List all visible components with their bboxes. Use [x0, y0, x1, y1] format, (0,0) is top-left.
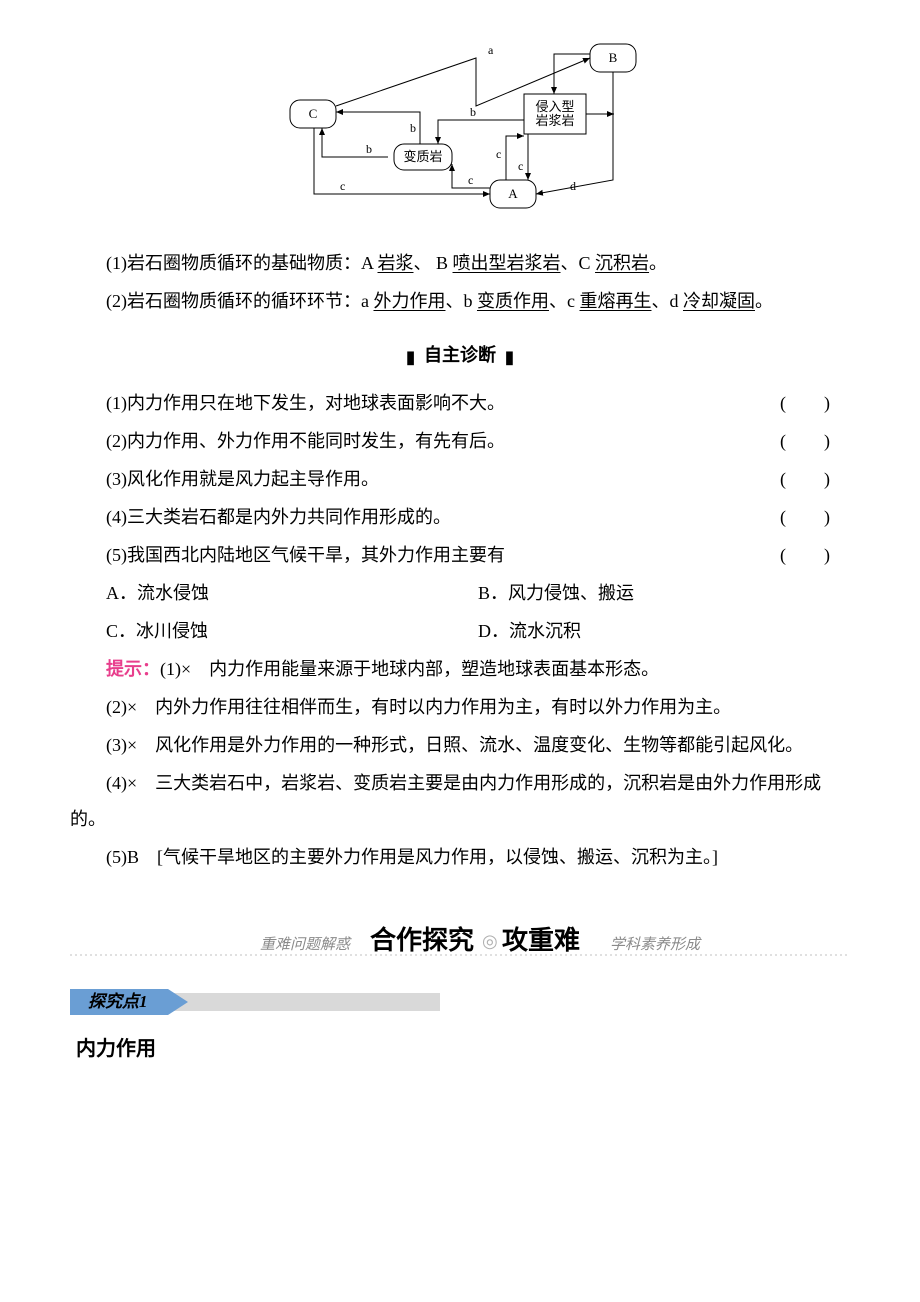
- l1-m1: 、 B: [414, 253, 453, 273]
- banner: 重难问题解惑 合作探究 ◎攻重难 学科素养形成: [70, 915, 850, 965]
- question-row: (2)内力作用、外力作用不能同时发生，有先有后。( ): [70, 423, 850, 459]
- l1-pre: (1)岩石圈物质循环的基础物质：A: [106, 253, 378, 273]
- svg-text:合作探究: 合作探究: [370, 925, 474, 955]
- svg-text:学科素养形成: 学科素养形成: [610, 936, 702, 953]
- l2-u2: 变质作用: [477, 291, 549, 311]
- l1-u2: 喷出型岩浆岩: [453, 253, 561, 273]
- svg-text:◎: ◎: [482, 931, 498, 951]
- l2-u4: 冷却凝固: [683, 291, 755, 311]
- answer-paren: ( ): [780, 385, 850, 421]
- svg-text:C: C: [309, 106, 318, 121]
- options-list: A．流水侵蚀B．风力侵蚀、搬运C．冰川侵蚀D．流水沉积: [70, 575, 850, 649]
- answer-3: (3)× 风化作用是外力作用的一种形式，日照、流水、温度变化、生物等都能引起风化…: [70, 727, 850, 763]
- option-b: D．流水沉积: [478, 613, 850, 649]
- l1-u1: 岩浆: [378, 253, 414, 273]
- svg-text:c: c: [468, 173, 473, 187]
- answer-1: 提示：(1)× 内力作用能量来源于地球内部，塑造地球表面基本形态。: [70, 651, 850, 687]
- question-text: (4)三大类岩石都是内外力共同作用形成的。: [106, 499, 780, 535]
- ans-0: (1)× 内力作用能量来源于地球内部，塑造地球表面基本形态。: [160, 659, 659, 679]
- marker-right-icon: ▮: [505, 339, 515, 375]
- l2-u3: 重熔再生: [579, 291, 651, 311]
- l1-end: 。: [649, 253, 667, 273]
- svg-text:攻重难: 攻重难: [502, 925, 580, 955]
- basis-line: (1)岩石圈物质循环的基础物质：A 岩浆、 B 喷出型岩浆岩、C 沉积岩。: [70, 245, 850, 281]
- l2-m1: 、b: [445, 291, 477, 311]
- hint-label: 提示：: [106, 659, 160, 679]
- question-text: (3)风化作用就是风力起主导作用。: [106, 461, 780, 497]
- rock-cycle-diagram: a d c c b b b c c C B 侵入型岩浆岩变质岩 A: [270, 40, 650, 215]
- answer-4: (4)× 三大类岩石中，岩浆岩、变质岩主要是由内力作用形成的，沉积岩是由外力作用…: [70, 765, 850, 837]
- banner-graphic: 重难问题解惑 合作探究 ◎攻重难 学科素养形成: [70, 915, 850, 965]
- svg-text:c: c: [340, 179, 345, 193]
- section-title-wrap: ▮ 自主诊断 ▮: [70, 337, 850, 375]
- l1-m2: 、C: [561, 253, 596, 273]
- diagram-container: a d c c b b b c c C B 侵入型岩浆岩变质岩 A: [70, 40, 850, 215]
- explore-point-bar: 探究点1: [70, 985, 450, 1019]
- answer-paren: ( ): [780, 423, 850, 459]
- svg-text:变质岩: 变质岩: [403, 149, 442, 164]
- svg-text:重难问题解惑: 重难问题解惑: [260, 936, 352, 953]
- answer-paren: ( ): [780, 461, 850, 497]
- svg-text:探究点1: 探究点1: [88, 992, 148, 1011]
- l2-end: 。: [755, 291, 773, 311]
- l2-m3: 、d: [651, 291, 683, 311]
- l1-u3: 沉积岩: [595, 253, 649, 273]
- svg-text:侵入型: 侵入型: [535, 99, 574, 114]
- svg-text:a: a: [488, 43, 494, 57]
- question-text: (2)内力作用、外力作用不能同时发生，有先有后。: [106, 423, 780, 459]
- cycle-line: (2)岩石圈物质循环的循环环节：a 外力作用、b 变质作用、c 重熔再生、d 冷…: [70, 283, 850, 319]
- svg-text:d: d: [570, 179, 576, 193]
- question-row: (1)内力作用只在地下发生，对地球表面影响不大。( ): [70, 385, 850, 421]
- question-row: (5)我国西北内陆地区气候干旱，其外力作用主要有( ): [70, 537, 850, 573]
- svg-text:b: b: [470, 105, 476, 119]
- questions-list: (1)内力作用只在地下发生，对地球表面影响不大。( )(2)内力作用、外力作用不…: [70, 385, 850, 573]
- option-a: A．流水侵蚀: [106, 575, 478, 611]
- l2-m2: 、c: [549, 291, 580, 311]
- answer-paren: ( ): [780, 537, 850, 573]
- question-text: (5)我国西北内陆地区气候干旱，其外力作用主要有: [106, 537, 780, 573]
- question-row: (3)风化作用就是风力起主导作用。( ): [70, 461, 850, 497]
- marker-left-icon: ▮: [406, 339, 416, 375]
- section-title: 自主诊断: [420, 337, 500, 373]
- l2-pre: (2)岩石圈物质循环的循环环节：a: [106, 291, 373, 311]
- svg-text:岩浆岩: 岩浆岩: [535, 113, 574, 128]
- svg-text:A: A: [508, 186, 518, 201]
- l2-u1: 外力作用: [373, 291, 445, 311]
- option-b: B．风力侵蚀、搬运: [478, 575, 850, 611]
- sub-heading: 内力作用: [70, 1029, 850, 1069]
- option-a: C．冰川侵蚀: [106, 613, 478, 649]
- svg-text:B: B: [609, 50, 618, 65]
- option-row: A．流水侵蚀B．风力侵蚀、搬运: [70, 575, 850, 611]
- svg-text:b: b: [410, 121, 416, 135]
- svg-text:c: c: [496, 147, 501, 161]
- question-row: (4)三大类岩石都是内外力共同作用形成的。( ): [70, 499, 850, 535]
- answer-paren: ( ): [780, 499, 850, 535]
- answer-2: (2)× 内外力作用往往相伴而生，有时以内力作用为主，有时以外力作用为主。: [70, 689, 850, 725]
- answer-5: (5)B [气候干旱地区的主要外力作用是风力作用，以侵蚀、搬运、沉积为主。]: [70, 839, 850, 875]
- svg-text:c: c: [518, 159, 523, 173]
- svg-text:b: b: [366, 142, 372, 156]
- explore-wrap: 探究点1: [70, 985, 850, 1019]
- option-row: C．冰川侵蚀D．流水沉积: [70, 613, 850, 649]
- question-text: (1)内力作用只在地下发生，对地球表面影响不大。: [106, 385, 780, 421]
